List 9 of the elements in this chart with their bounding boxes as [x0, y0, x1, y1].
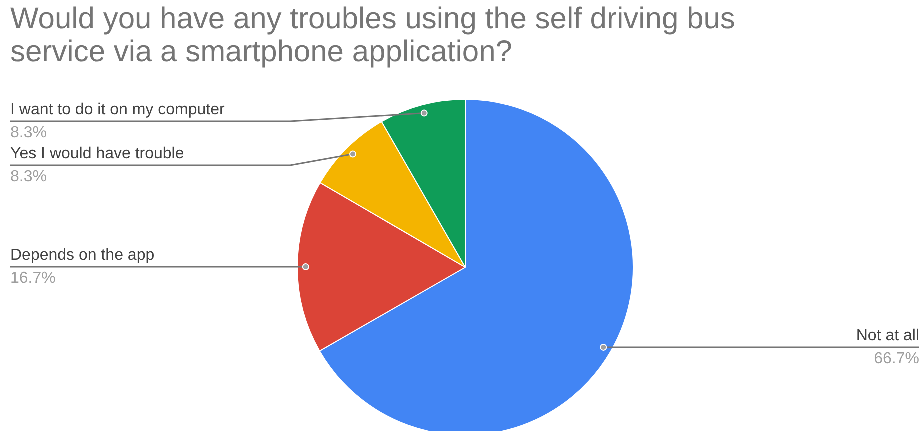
data-label: 8.3%: [10, 124, 47, 142]
data-label: 16.7%: [10, 270, 56, 287]
slice-label: I want to do it on my computer: [10, 102, 226, 118]
chart-title: Would you have any troubles using the self driving bus service via a smartphone application?: [10, 2, 736, 68]
slice-label: Yes I would have trouble: [10, 146, 184, 162]
data-label: 66.7%: [874, 350, 920, 368]
data-label: 8.3%: [10, 168, 47, 186]
slice-label: Depends on the app: [10, 247, 155, 264]
slice-label: Not at all: [856, 327, 920, 344]
